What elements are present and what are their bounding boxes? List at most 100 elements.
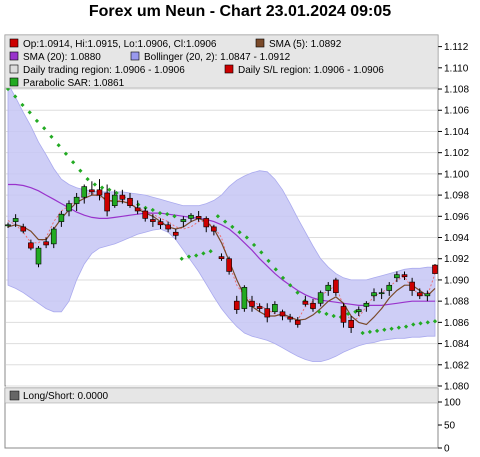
sar-point <box>165 212 170 217</box>
candle-body <box>394 274 400 279</box>
candle <box>424 290 431 302</box>
candle-body <box>12 218 19 222</box>
sar-point <box>382 327 387 332</box>
candle <box>340 303 347 328</box>
candle-body <box>73 196 80 204</box>
candle-body <box>66 203 72 212</box>
candle <box>241 285 248 312</box>
legend-entry: Parabolic SAR: 1.0861 <box>23 78 125 89</box>
candle <box>386 282 393 296</box>
candle <box>294 317 301 328</box>
candle <box>150 214 156 227</box>
candle-body <box>302 300 309 305</box>
sar-point <box>201 251 206 256</box>
chart-title: Forex um Neun - Chart 23.01.2024 09:05 <box>88 3 392 20</box>
sar-point <box>222 219 228 224</box>
candle-body <box>35 247 42 265</box>
candle-body <box>58 213 65 222</box>
candle-body <box>127 197 133 206</box>
sar-point <box>194 253 199 258</box>
candle <box>310 299 316 312</box>
y-tick-label: 1.084 <box>444 339 469 350</box>
legend-entry: Daily S/L region: 1.0906 - 1.0906 <box>238 65 384 76</box>
y-tick-label: 1.104 <box>444 127 469 138</box>
candle <box>111 189 118 208</box>
lower-y-tick-label: 100 <box>444 398 461 409</box>
candle <box>363 301 370 312</box>
legend-entry: Daily trading region: 1.0906 - 1.0906 <box>23 65 185 76</box>
candle <box>401 271 408 280</box>
candle-body <box>157 221 164 226</box>
candle <box>12 214 19 227</box>
candle-body <box>340 306 347 323</box>
candle-body <box>111 194 118 206</box>
candle <box>279 309 286 321</box>
parabolic-sar-points <box>5 86 438 336</box>
sar-point <box>34 118 40 123</box>
sar-point <box>295 290 300 295</box>
sar-point <box>346 311 351 317</box>
sar-point <box>266 258 271 263</box>
candle-body <box>272 304 278 313</box>
candle-body <box>264 308 271 318</box>
legend-swatch <box>224 64 234 74</box>
sar-point <box>403 324 409 329</box>
candle-body <box>89 189 95 193</box>
candle-body <box>256 306 263 309</box>
sar-point <box>63 151 69 156</box>
candle-body <box>416 292 423 297</box>
candlesticks <box>5 179 438 333</box>
lower-legend-box <box>4 387 439 404</box>
sar-point <box>273 267 278 272</box>
sar-point <box>49 134 54 139</box>
candle-body <box>363 302 370 307</box>
candle <box>325 282 332 296</box>
sar-point <box>78 168 83 173</box>
candle-body <box>378 292 385 295</box>
y-tick-label: 1.082 <box>444 360 469 371</box>
candle <box>211 224 217 236</box>
lower-y-tick-label: 50 <box>444 421 456 432</box>
sar-point <box>85 177 90 182</box>
y-tick-label: 1.108 <box>444 85 469 96</box>
candle <box>249 295 255 312</box>
legend-swatch <box>9 77 19 87</box>
candle <box>134 200 141 215</box>
sar-point <box>374 328 380 333</box>
candle <box>172 229 179 240</box>
candle <box>157 218 164 230</box>
sar-point <box>114 190 119 196</box>
candle <box>35 246 42 268</box>
candle-body <box>424 293 431 297</box>
candle-body <box>165 224 171 230</box>
y-tick-label: 1.100 <box>444 169 469 180</box>
legend-swatch <box>9 38 19 48</box>
candle-body <box>401 274 408 278</box>
candle-body <box>310 302 316 309</box>
candle-body <box>195 216 202 219</box>
sar-point <box>244 235 249 240</box>
sar-point <box>56 143 61 148</box>
candle <box>58 211 65 227</box>
long-short-swatch <box>9 390 20 401</box>
candle <box>233 295 240 314</box>
sar-point <box>208 249 213 254</box>
legend-entry: SMA (5): 1.0892 <box>269 39 342 50</box>
candle-body <box>386 284 393 291</box>
legend: Op:1.0914, Hi:1.0915, Lo:1.0906, Cl:1.09… <box>9 38 384 89</box>
sar-point <box>360 330 365 336</box>
y-tick-label: 1.080 <box>444 382 469 393</box>
candle <box>333 277 339 296</box>
candle-body <box>333 279 339 293</box>
candle <box>165 221 171 233</box>
candle <box>378 288 385 300</box>
candle-body <box>28 242 34 249</box>
y-tick-label: 1.098 <box>444 191 469 202</box>
sar-point <box>230 224 235 230</box>
sar-point <box>42 126 47 131</box>
sar-point <box>331 313 336 319</box>
candle-body <box>218 256 225 260</box>
candle <box>66 200 72 217</box>
y-tick-label: 1.094 <box>444 233 469 244</box>
candle <box>127 192 133 208</box>
